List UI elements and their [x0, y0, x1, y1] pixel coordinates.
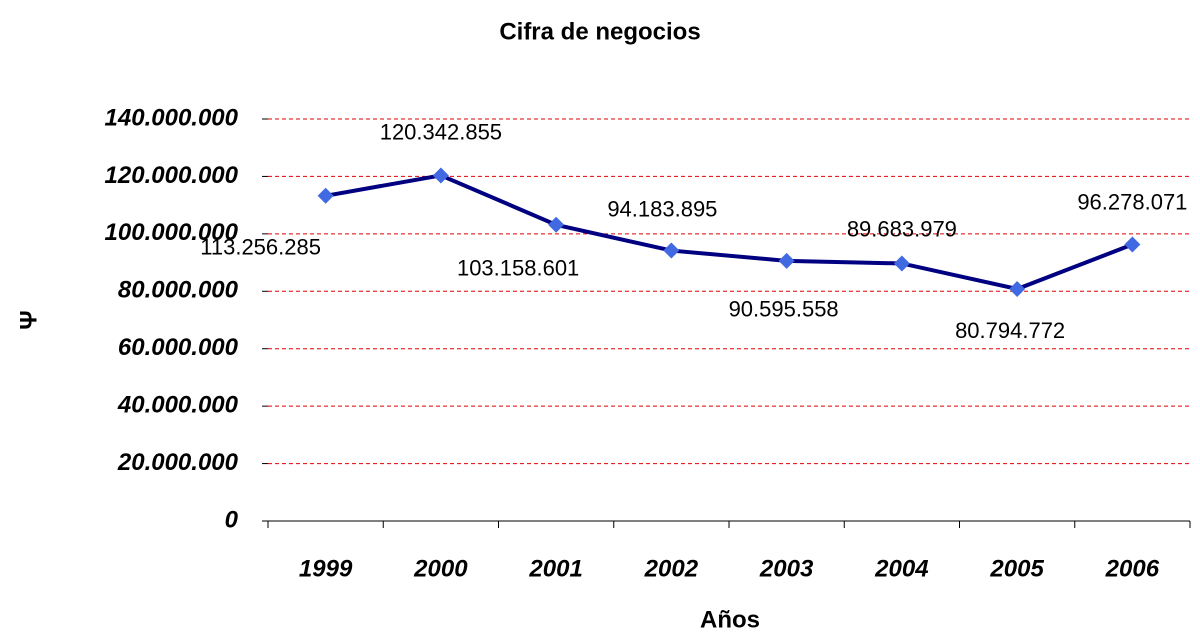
- data-label: 90.595.558: [729, 297, 839, 322]
- y-tick-label: 140.000.000: [105, 104, 239, 131]
- x-tick-label: 2002: [644, 555, 699, 582]
- data-label: 120.342.855: [380, 119, 502, 144]
- data-label: 103.158.601: [457, 256, 579, 281]
- x-tick-label: 2005: [989, 555, 1044, 582]
- marker: [893, 255, 910, 272]
- x-tick-label: 2000: [413, 555, 468, 582]
- marker: [778, 252, 795, 269]
- marker: [548, 216, 565, 233]
- marker: [432, 167, 449, 184]
- data-label: 89.683.979: [847, 216, 957, 241]
- data-label: 96.278.071: [1077, 189, 1187, 214]
- marker: [663, 242, 680, 259]
- y-tick-label: 120.000.000: [105, 162, 239, 189]
- x-tick-label: 1999: [299, 555, 353, 582]
- x-tick-label: 2006: [1105, 555, 1160, 582]
- data-label: 113.256.285: [200, 235, 321, 260]
- line: [325, 173, 1134, 292]
- x-tick-label: 2001: [528, 555, 582, 582]
- data-label: 94.183.895: [607, 196, 717, 221]
- y-tick-label: 60.000.000: [118, 334, 239, 361]
- y-tick-label: 40.000.000: [117, 391, 239, 418]
- x-tick-label: 2004: [874, 555, 928, 582]
- y-axis-label: Ψ: [15, 310, 42, 329]
- chart-title: Cifra de negocios: [499, 18, 700, 45]
- y-tick-label: 80.000.000: [118, 277, 239, 304]
- marker: [1009, 281, 1026, 298]
- marker: [1124, 236, 1141, 253]
- x-tick-label: 2003: [759, 555, 814, 582]
- marker: [317, 187, 334, 204]
- y-tick-label: 20.000.000: [117, 449, 239, 476]
- data-label: 80.794.772: [955, 318, 1065, 343]
- y-tick-label: 0: [225, 506, 239, 533]
- x-axis-label: Años: [700, 606, 760, 632]
- y-tick-label: 100.000.000: [105, 219, 239, 246]
